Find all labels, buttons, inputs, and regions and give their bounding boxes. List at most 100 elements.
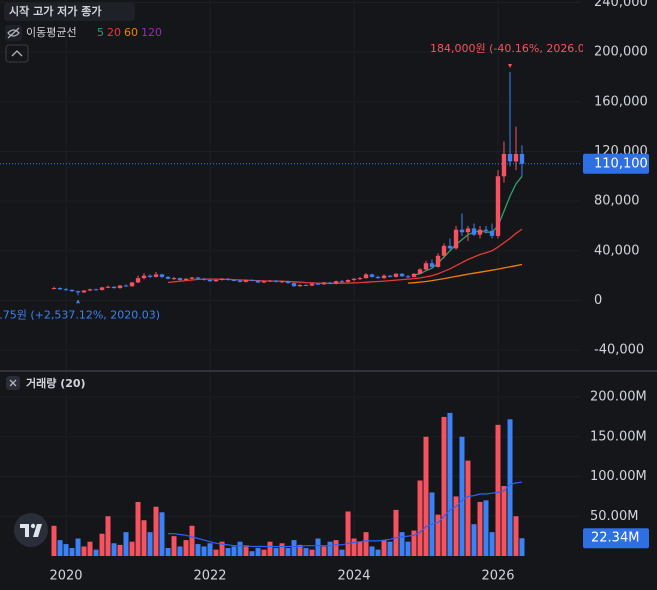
volume-bar: [435, 514, 441, 556]
last-price-box: [583, 153, 649, 174]
candle-body: [57, 288, 63, 290]
volume-bar: [363, 532, 369, 556]
candle-body: [219, 278, 225, 280]
candle-body: [87, 289, 93, 291]
volume-bar: [219, 541, 225, 556]
volume-bar: [93, 549, 99, 556]
candle-body: [453, 229, 459, 249]
candle-body: [273, 280, 279, 282]
volume-bar: [489, 532, 495, 556]
y-tick-label: 240,000: [594, 0, 648, 10]
volume-bar: [453, 496, 459, 556]
volume-bar: [153, 506, 159, 556]
candle-body: [519, 153, 525, 164]
candle-body: [375, 276, 381, 279]
volume-bar: [261, 549, 267, 556]
candle-body: [477, 229, 483, 235]
candle-body: [75, 291, 81, 293]
candle-body: [195, 277, 201, 279]
ohlc-legend: 시작 고가 저가 종가: [9, 4, 101, 18]
candle-body: [183, 278, 189, 280]
volume-bar: [519, 538, 525, 556]
candle-body: [297, 284, 303, 287]
candle-body: [51, 288, 57, 290]
candle-body: [501, 153, 507, 177]
volume-bar: [447, 412, 453, 556]
candle-body: [69, 289, 75, 292]
volume-bar: [417, 480, 423, 556]
volume-bar: [243, 546, 249, 556]
volume-bar: [501, 486, 507, 556]
volume-legend: 거래량 (20): [26, 376, 86, 390]
volume-bar: [123, 532, 129, 556]
candle-body: [393, 273, 399, 277]
volume-bar: [471, 524, 477, 556]
candle-body: [189, 277, 195, 279]
volume-bar: [207, 543, 213, 556]
volume-bar: [165, 548, 171, 556]
volume-bar: [117, 544, 123, 556]
candle-body: [309, 283, 315, 286]
candle-body: [291, 283, 297, 287]
volume-bar: [213, 549, 219, 556]
volume-bar: [303, 548, 309, 556]
y-tick-label: 0: [594, 293, 602, 308]
candle-body: [405, 276, 411, 278]
volume-bar: [291, 540, 297, 556]
candle-body: [99, 287, 105, 290]
candle-body: [135, 278, 141, 283]
collapse-button[interactable]: [5, 44, 29, 63]
volume-bar: [411, 530, 417, 556]
volume-bar: [69, 548, 75, 556]
volume-bar: [159, 512, 165, 556]
last-volume-label: 22.34M: [591, 531, 639, 546]
candle-body: [243, 279, 249, 282]
candle-body: [279, 281, 285, 283]
x-tick-label: 2026: [481, 569, 514, 584]
candle-body: [93, 289, 99, 291]
candle-body: [207, 279, 213, 282]
candle-body: [255, 280, 261, 283]
y-tick-label: 100.00M: [590, 469, 647, 484]
candle-body: [225, 278, 231, 280]
candle-body: [423, 263, 429, 270]
candle-body: [267, 280, 273, 282]
volume-bar: [279, 543, 285, 556]
ma-legend-item: 20: [107, 26, 121, 39]
x-tick-label: 2024: [337, 569, 370, 584]
candle-body: [429, 263, 435, 267]
volume-bar: [321, 546, 327, 556]
volume-bar: [483, 500, 489, 556]
y-tick-label: 200,000: [594, 45, 648, 60]
volume-bar: [477, 501, 483, 556]
candle-body: [489, 230, 495, 236]
candle-body: [507, 153, 513, 162]
candle-body: [435, 255, 441, 267]
candle-body: [231, 279, 237, 281]
eye-icon[interactable]: [5, 25, 22, 41]
axes: -40,000040,00080,000120,000160,000200,00…: [49, 0, 649, 584]
candle-body: [327, 282, 333, 284]
y-tick-label: 40,000: [594, 243, 640, 258]
volume-bar: [387, 541, 393, 556]
candle-body: [351, 278, 357, 280]
volume-bar: [375, 549, 381, 556]
volume-bar: [441, 416, 447, 556]
volume-bar: [369, 546, 375, 556]
candle-body: [345, 279, 351, 282]
volume-bar: [195, 544, 201, 556]
volume-ma-line: [168, 481, 523, 548]
candle-body: [63, 289, 69, 291]
volume-bar: [495, 424, 501, 556]
candle-body: [171, 278, 177, 280]
logo[interactable]: [14, 513, 48, 547]
high-annotation: 184,000원 (-40.16%, 2026.03): [430, 42, 596, 55]
y-tick-label: 80,000: [594, 194, 640, 209]
volume-bar: [345, 511, 351, 556]
y-tick-label: 200.00M: [590, 390, 647, 405]
last-volume-box: [583, 528, 649, 549]
volume-icon[interactable]: [6, 376, 20, 390]
candle-body: [459, 229, 465, 233]
y-tick-label: -40,000: [594, 343, 644, 358]
volume-bar: [171, 536, 177, 556]
